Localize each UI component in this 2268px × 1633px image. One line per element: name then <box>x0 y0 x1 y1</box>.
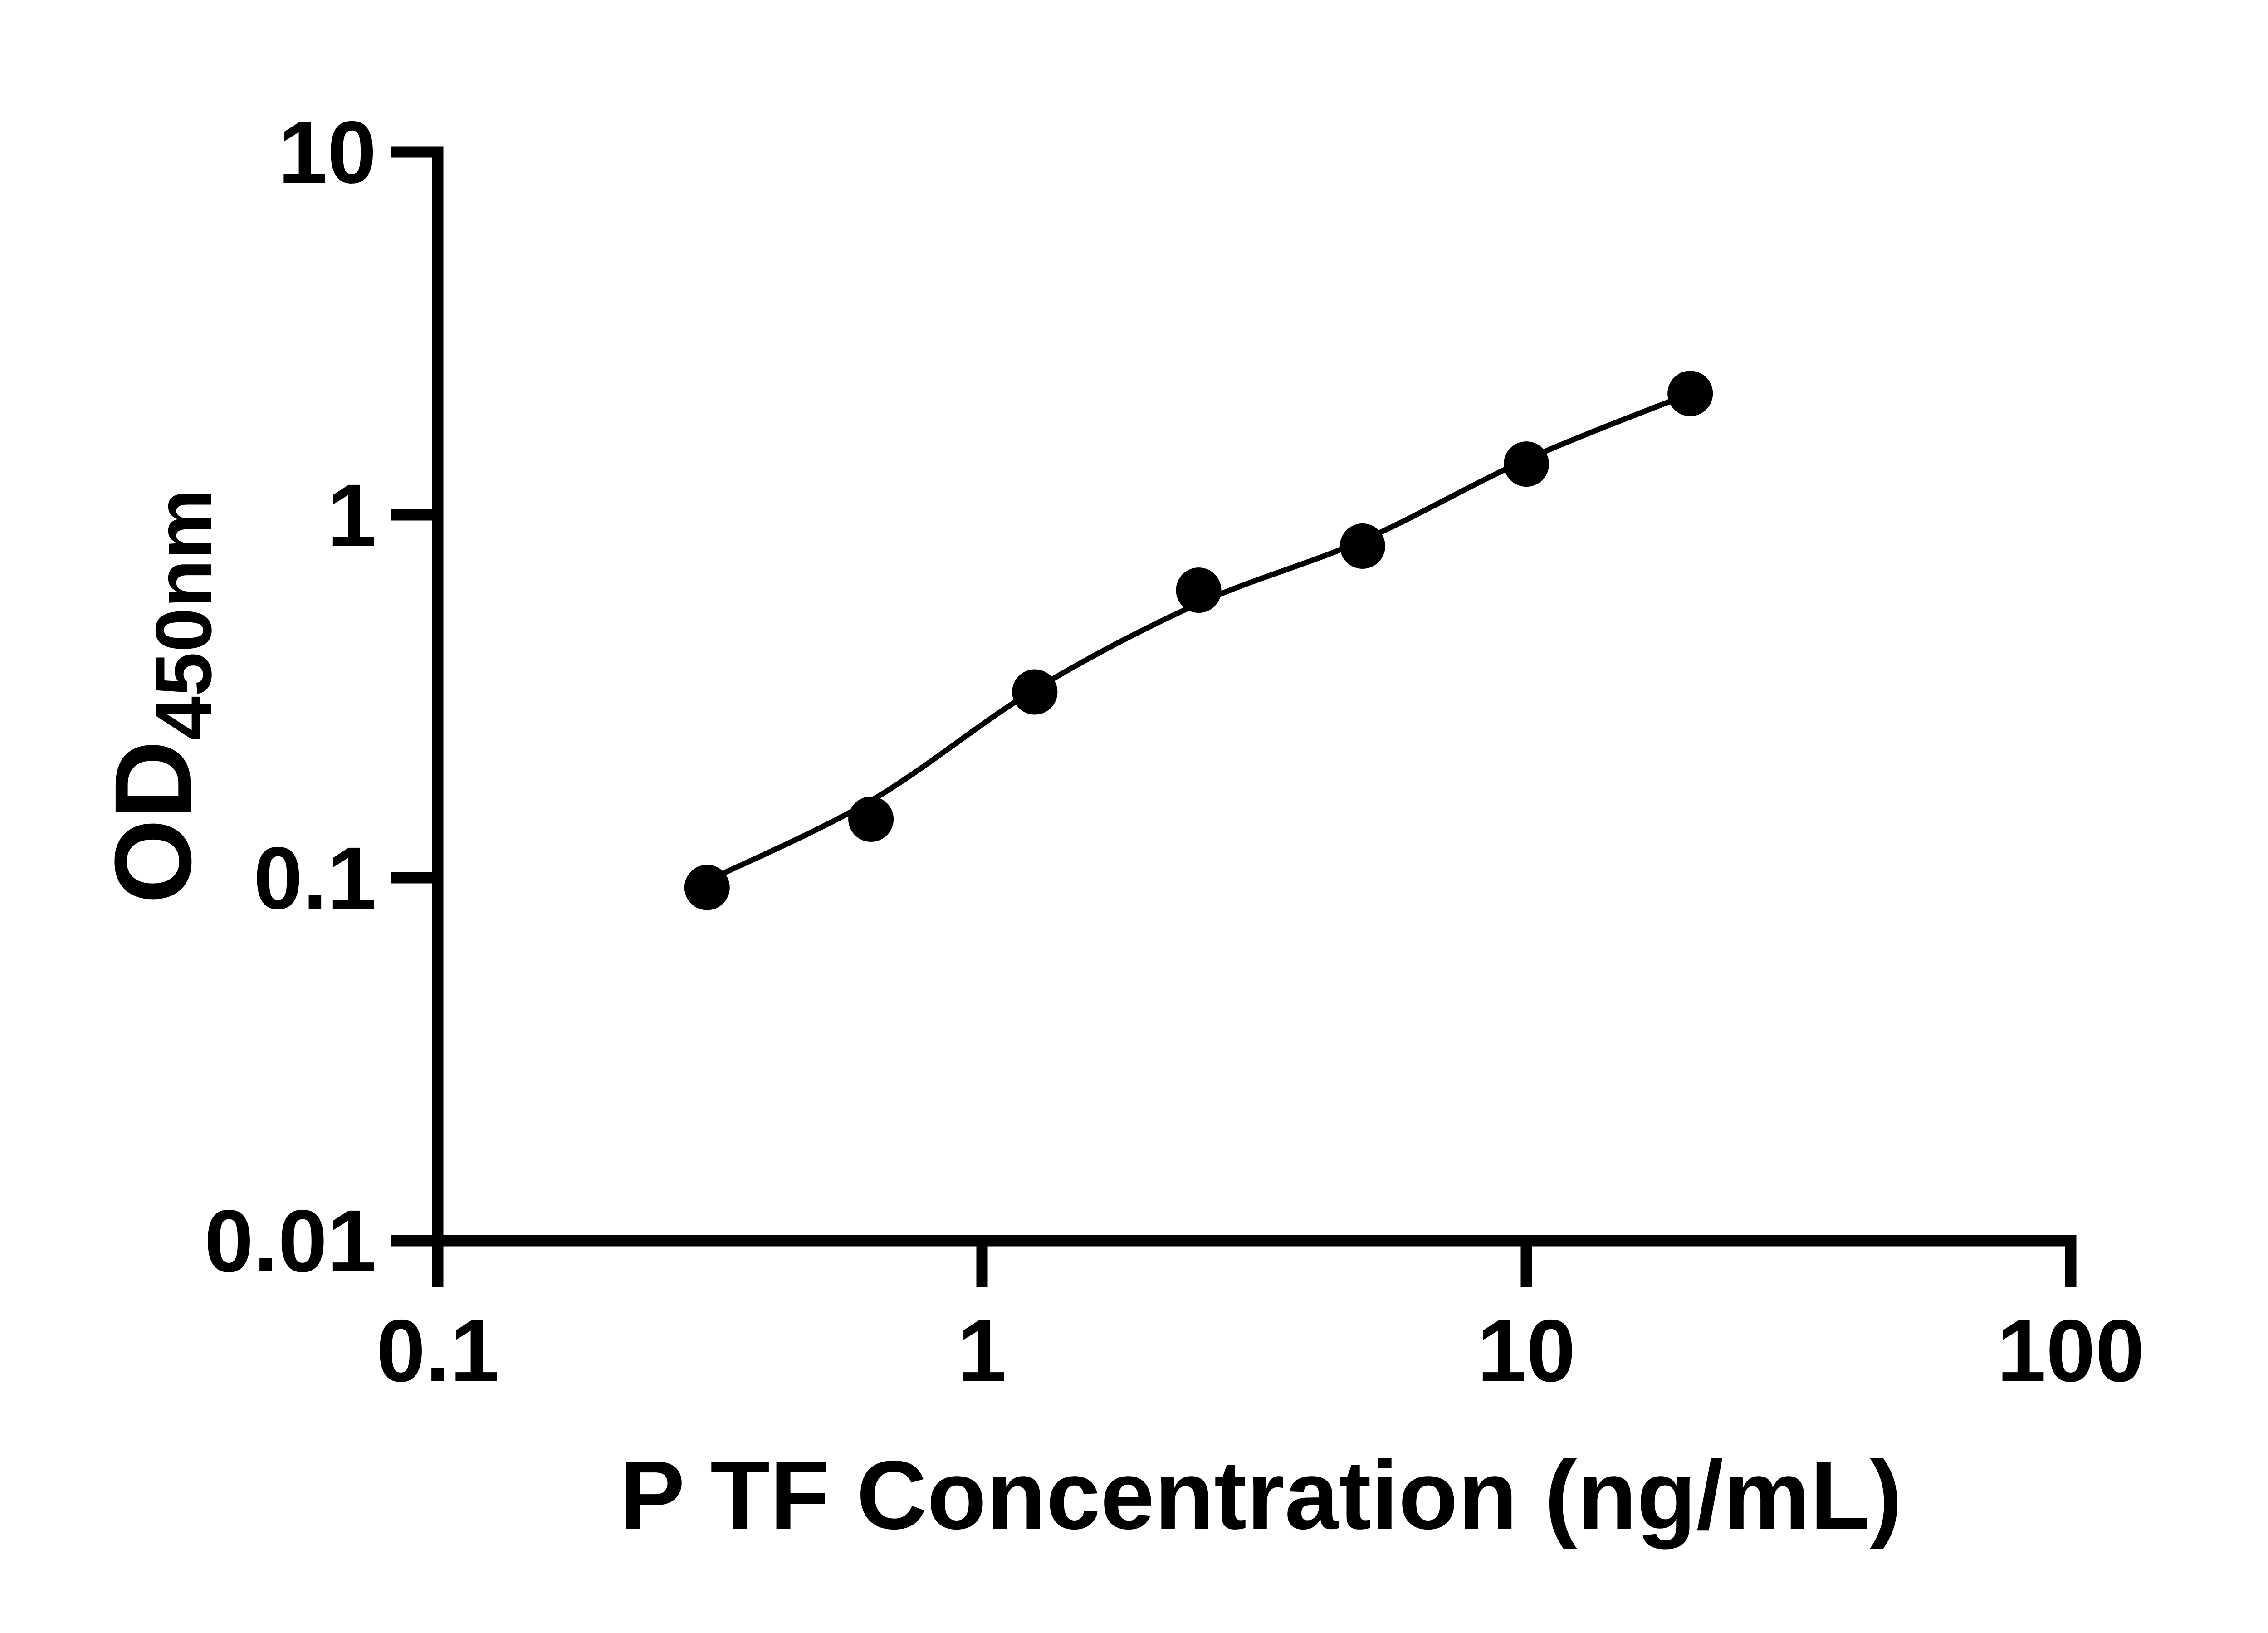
y-axis-title-sub: 450nm <box>140 489 228 740</box>
data-point <box>1504 441 1549 487</box>
data-point <box>1339 523 1385 569</box>
data-point <box>1012 669 1058 715</box>
y-tick-label: 1 <box>327 466 376 565</box>
data-point <box>684 865 730 910</box>
x-tick-label: 1 <box>958 1301 1007 1400</box>
data-point <box>1176 567 1222 613</box>
y-axis-title: OD450nm <box>92 489 228 904</box>
y-axis-title-main: OD <box>92 740 214 904</box>
x-tick-label: 100 <box>1997 1301 2144 1400</box>
x-tick-label: 10 <box>1477 1301 1576 1400</box>
y-tick-label: 10 <box>278 103 376 202</box>
data-point <box>1667 371 1713 416</box>
y-tick-label: 0.01 <box>204 1192 376 1291</box>
x-axis-title: P TF Concentration (ng/mL) <box>620 1440 1902 1550</box>
y-tick-label: 0.1 <box>254 829 376 928</box>
x-tick-label: 0.1 <box>376 1301 499 1400</box>
data-point <box>848 796 894 842</box>
